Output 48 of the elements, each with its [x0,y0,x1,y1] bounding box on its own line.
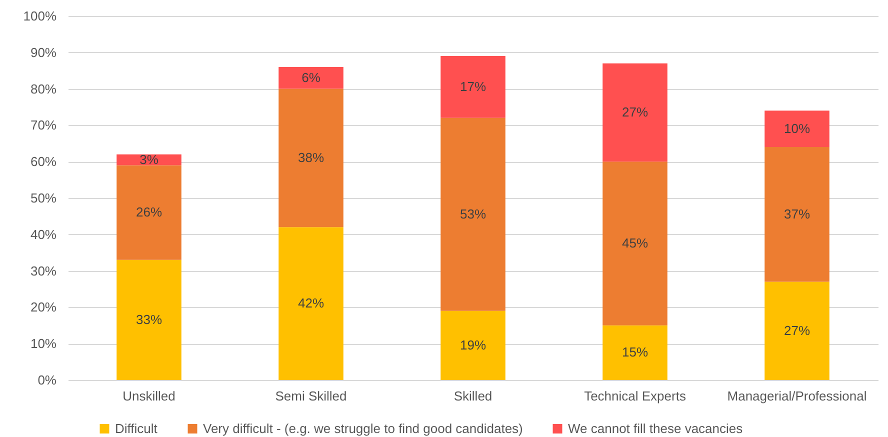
y-tick-label: 10% [30,336,57,352]
data-label: 27% [622,104,648,120]
bar [116,260,182,380]
bar [602,63,668,162]
data-label: 6% [302,70,321,85]
data-label: 33% [136,312,162,327]
y-tick-label: 60% [30,154,57,170]
data-label: 3% [140,152,159,167]
y-tick-label: 40% [30,226,57,242]
bar [278,227,344,380]
bar [278,88,344,228]
legend-label: We cannot fill these vacancies [568,420,744,436]
data-label: 53% [460,206,486,222]
data-label: 10% [784,120,810,136]
bar [440,118,506,311]
y-tick-label: 30% [30,263,57,278]
x-tick-label: Managerial/Professional [727,388,867,404]
x-tick-label: Unskilled [122,388,176,404]
y-tick-label: 70% [30,118,57,133]
data-label: 19% [460,337,486,352]
bar [278,66,344,89]
data-label: 26% [136,204,162,220]
x-tick-label: Semi Skilled [275,388,347,404]
data-label: 17% [460,78,486,94]
y-tick-label: 50% [30,190,57,206]
data-label: 15% [622,344,648,360]
bar [440,310,506,380]
legend-label: Very difficult - (e.g. we struggle to find good candidates) [203,420,523,436]
data-label: 27% [784,322,810,338]
legend-label: Difficult [115,420,158,436]
y-tick-label: 90% [30,44,57,60]
x-tick-label: Skilled [454,388,492,404]
y-tick-label: 100% [23,8,57,24]
y-tick-label: 0% [38,372,57,388]
data-label: 42% [298,296,324,311]
bar [764,282,830,380]
data-label: 38% [298,150,324,165]
bar [602,162,668,326]
y-tick-label: 20% [30,300,57,315]
bar [440,56,506,118]
x-tick-label: Technical Experts [584,388,686,404]
bar [116,165,182,260]
data-label: 45% [622,236,648,250]
bar [602,325,668,380]
data-label: 37% [784,206,810,222]
y-tick-label: 80% [30,81,57,96]
bar [764,147,830,282]
bar [764,110,830,148]
